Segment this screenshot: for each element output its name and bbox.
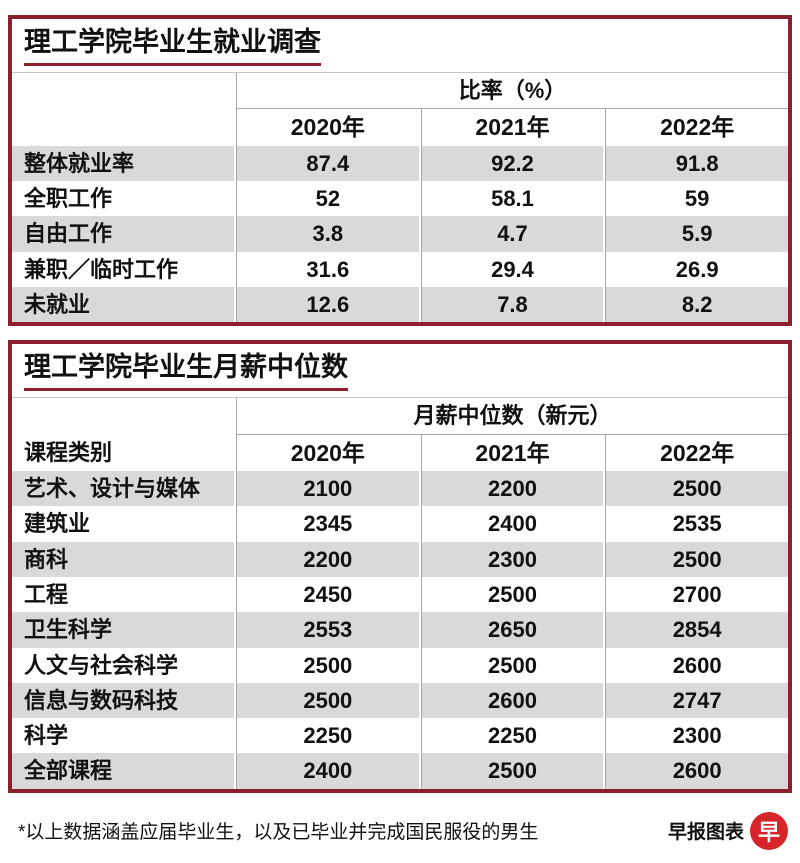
row-label: 未就业: [12, 286, 234, 323]
value-cell: 31.6: [236, 251, 419, 287]
year-header-2020: 2020年: [236, 109, 419, 146]
row-label: 全职工作: [24, 186, 113, 212]
year-header-2021: 2021年: [420, 109, 604, 146]
unit-header-rate: 比率（%）: [236, 73, 788, 110]
value-cell: 29.4: [420, 251, 604, 287]
value-cell: 2345: [236, 506, 419, 542]
value-cell: 2600: [605, 647, 788, 683]
corner-cell: [12, 398, 234, 435]
row-label: 信息与数码科技: [12, 682, 234, 719]
credit-label: 早报图表: [667, 822, 744, 844]
value-cell: 2500: [420, 647, 604, 683]
year-header-2022: 2022年: [605, 434, 788, 472]
value-cell: 26.9: [605, 251, 788, 287]
value-cell: 2747: [605, 682, 788, 719]
value-cell: 2700: [605, 576, 788, 613]
value-cell: 2650: [420, 612, 604, 648]
row-label: 建筑业: [24, 511, 91, 537]
row-label: 全部课程: [12, 753, 234, 789]
value-cell: 2535: [605, 506, 788, 542]
course-category-header: 课程类别: [24, 440, 113, 466]
employment-survey-panel: 理工学院毕业生就业调查 比率（%） 2020年 2021年 2022年 整体就业…: [8, 15, 792, 327]
row-label: 科学: [24, 723, 69, 749]
value-cell: 58.1: [420, 181, 604, 217]
row-label: 商科: [12, 541, 234, 577]
value-cell: 2600: [605, 753, 788, 789]
value-cell: 2200: [420, 471, 604, 507]
value-cell: 2400: [420, 506, 604, 542]
median-salary-panel: 理工学院毕业生月薪中位数 月薪中位数（新元） 课程类别 2020年 2021年 …: [8, 340, 792, 793]
value-cell: 2854: [605, 612, 788, 648]
value-cell: 87.4: [236, 145, 419, 182]
employment-survey-table: 比率（%） 2020年 2021年 2022年 整体就业率 87.4 92.2 …: [12, 72, 788, 323]
value-cell: 2300: [420, 541, 604, 577]
value-cell: 2500: [420, 753, 604, 789]
value-cell: 91.8: [605, 145, 788, 182]
year-header-2021: 2021年: [420, 434, 604, 472]
value-cell: 92.2: [420, 145, 604, 182]
value-cell: 2450: [236, 576, 419, 613]
value-cell: 2250: [236, 718, 419, 754]
value-cell: 2250: [420, 718, 604, 754]
value-cell: 4.7: [420, 216, 604, 252]
median-salary-title: 理工学院毕业生月薪中位数: [12, 344, 788, 397]
row-label: 艺术、设计与媒体: [12, 471, 234, 507]
value-cell: 2200: [236, 541, 419, 577]
median-salary-table: 月薪中位数（新元） 课程类别 2020年 2021年 2022年 艺术、设计与媒…: [12, 397, 788, 789]
unit-header-salary: 月薪中位数（新元）: [236, 398, 788, 435]
value-cell: 2300: [605, 718, 788, 754]
employment-survey-title: 理工学院毕业生就业调查: [12, 19, 788, 72]
value-cell: 8.2: [605, 286, 788, 323]
footnote: *以上数据涵盖应届毕业生，以及已毕业并完成国民服役的男生: [18, 822, 539, 844]
value-cell: 5.9: [605, 216, 788, 252]
footer: *以上数据涵盖应届毕业生，以及已毕业并完成国民服役的男生 早报图表 早: [8, 807, 792, 850]
median-salary-title-text: 理工学院毕业生月薪中位数: [24, 352, 348, 392]
corner-cell: [12, 109, 234, 146]
value-cell: 2600: [420, 682, 604, 719]
zaobao-logo-icon: 早: [750, 811, 788, 850]
value-cell: 2500: [420, 576, 604, 613]
corner-cell: [12, 73, 234, 110]
value-cell: 2400: [236, 753, 419, 789]
value-cell: 2100: [236, 471, 419, 507]
year-header-2020: 2020年: [236, 434, 419, 472]
row-label: 工程: [24, 581, 69, 607]
value-cell: 2500: [236, 682, 419, 719]
value-cell: 3.8: [236, 216, 419, 252]
value-cell: 2500: [605, 471, 788, 507]
value-cell: 12.6: [236, 286, 419, 323]
value-cell: 2553: [236, 612, 419, 648]
row-label: 整体就业率: [12, 145, 234, 182]
value-cell: 59: [605, 181, 788, 217]
row-label: 自由工作: [12, 216, 234, 252]
row-label: 卫生科学: [12, 612, 234, 648]
value-cell: 7.8: [420, 286, 604, 323]
value-cell: 2500: [236, 647, 419, 683]
row-label: 兼职／临时工作: [24, 256, 179, 282]
row-label: 人文与社会科学: [24, 652, 179, 678]
value-cell: 52: [236, 181, 419, 217]
year-header-2022: 2022年: [605, 109, 788, 146]
employment-survey-title-text: 理工学院毕业生就业调查: [24, 27, 321, 67]
value-cell: 2500: [605, 541, 788, 577]
